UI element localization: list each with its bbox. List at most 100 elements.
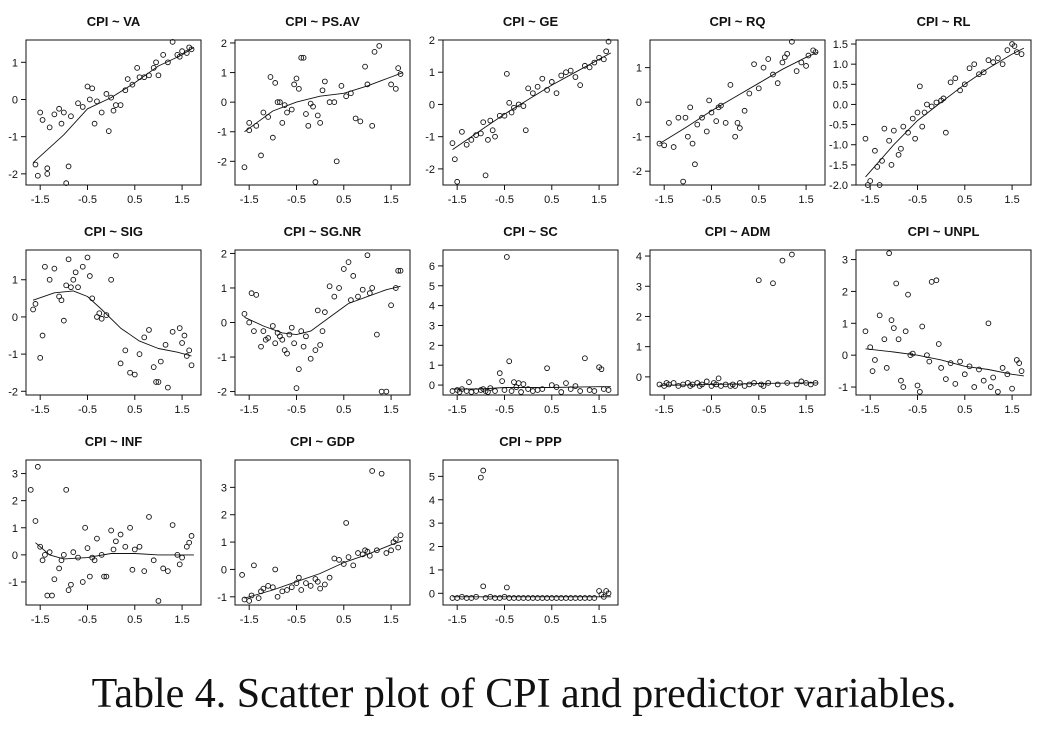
scatter-point bbox=[319, 87, 326, 94]
scatter-point bbox=[105, 128, 112, 134]
scatter-point bbox=[87, 573, 93, 580]
scatter-point bbox=[179, 554, 185, 561]
scatter-point bbox=[539, 386, 546, 392]
smooth-curve bbox=[865, 47, 1025, 178]
panel-title: CPI ~ VA bbox=[87, 14, 141, 29]
y-tick-label: 0 bbox=[429, 99, 435, 111]
scatter-point bbox=[803, 63, 809, 69]
scatter-point bbox=[181, 332, 188, 339]
scatter-point bbox=[985, 320, 992, 327]
scatter-point bbox=[670, 380, 677, 386]
scatter-point bbox=[186, 539, 193, 546]
scatter-point bbox=[374, 547, 380, 554]
x-tick-label: -1.5 bbox=[240, 404, 259, 416]
scatter-point bbox=[113, 252, 119, 259]
scatter-point bbox=[722, 120, 729, 126]
scatter-point bbox=[58, 297, 65, 304]
scatter-point bbox=[890, 325, 897, 331]
scatter-point bbox=[75, 100, 81, 107]
y-tick-label: 2 bbox=[221, 248, 227, 260]
scatter-point bbox=[376, 43, 383, 49]
scatter-point bbox=[774, 80, 781, 87]
scatter-point bbox=[331, 99, 338, 105]
scatter-point bbox=[284, 350, 290, 357]
scatter-point bbox=[37, 543, 44, 550]
scatter-point bbox=[296, 366, 302, 372]
scatter-point bbox=[395, 267, 402, 274]
scatter-point bbox=[253, 292, 260, 298]
scatter-point bbox=[504, 254, 510, 260]
scatter-point bbox=[32, 518, 39, 524]
scatter-point bbox=[255, 595, 262, 602]
scatter-point bbox=[867, 178, 874, 184]
scatter-panel: CPI ~ UNPL -1.5 -0.5 0.5 1.5 -1 0 1 2 3 bbox=[838, 224, 1032, 416]
smooth-curve bbox=[32, 290, 192, 357]
scatter-point bbox=[1004, 371, 1011, 378]
scatter-point bbox=[369, 285, 376, 291]
scatter-panel: CPI ~ PS.AV -1.5 -0.5 0.5 1.5 -2 -1 0 1 2 bbox=[217, 14, 411, 206]
scatter-point bbox=[103, 573, 110, 580]
y-tick-label: 6 bbox=[429, 261, 435, 273]
y-tick-label: 1.5 bbox=[833, 39, 848, 51]
x-tick-label: -1.5 bbox=[31, 614, 50, 626]
scatter-point bbox=[395, 65, 402, 71]
scatter-point bbox=[383, 550, 390, 556]
scatter-point bbox=[288, 324, 295, 331]
plot-frame bbox=[25, 39, 202, 186]
scatter-point bbox=[506, 595, 513, 601]
y-tick-label: -2 bbox=[217, 387, 227, 399]
scatter-point bbox=[928, 279, 935, 285]
plot-frame bbox=[855, 249, 1032, 396]
scatter-point bbox=[919, 323, 926, 330]
scatter-point bbox=[134, 65, 140, 71]
scatter-point bbox=[952, 75, 959, 82]
scatter-point bbox=[732, 383, 738, 389]
scatter-point bbox=[350, 562, 357, 569]
scatter-point bbox=[995, 388, 1001, 395]
scatter-point bbox=[79, 104, 86, 110]
y-tick-label: -2 bbox=[632, 166, 642, 178]
scatter-point bbox=[926, 358, 933, 365]
scatter-point bbox=[760, 64, 767, 71]
scatter-point bbox=[1013, 49, 1020, 55]
scatter-point bbox=[499, 378, 505, 384]
plot-frame bbox=[25, 459, 202, 606]
scatter-point bbox=[703, 128, 710, 135]
scatter-point bbox=[155, 379, 162, 385]
scatter-point bbox=[378, 470, 385, 477]
y-tick-label: -1 bbox=[8, 132, 18, 144]
y-tick-label: 4 bbox=[429, 495, 435, 507]
x-tick-label: 1.5 bbox=[174, 194, 189, 206]
scatter-point bbox=[715, 375, 722, 382]
x-tick-label: -1.5 bbox=[448, 614, 467, 626]
scatter-point bbox=[980, 69, 987, 76]
scatter-point bbox=[260, 328, 267, 334]
scatter-point bbox=[734, 120, 741, 126]
scatter-point bbox=[520, 381, 527, 387]
scatter-point bbox=[924, 352, 930, 359]
x-tick-label: 1.5 bbox=[1004, 194, 1019, 206]
scatter-point bbox=[39, 332, 46, 339]
scatter-point bbox=[30, 306, 36, 313]
scatter-point bbox=[272, 80, 279, 86]
scatter-point bbox=[961, 81, 968, 88]
scatter-point bbox=[122, 347, 129, 354]
scatter-point bbox=[558, 72, 565, 79]
scatter-point bbox=[534, 595, 541, 601]
scatter-point bbox=[303, 580, 309, 586]
scatter-point bbox=[46, 276, 53, 283]
scatter-point bbox=[520, 103, 527, 109]
scatter-point bbox=[933, 277, 940, 284]
scatter-point bbox=[511, 379, 517, 385]
x-tick-label: 0.5 bbox=[127, 614, 142, 626]
scatter-point bbox=[279, 588, 286, 595]
scatter-point bbox=[39, 557, 46, 564]
scatter-point bbox=[103, 312, 110, 318]
scatter-point bbox=[51, 111, 58, 118]
scatter-point bbox=[117, 531, 124, 538]
scatter-point bbox=[75, 554, 81, 561]
scatter-point bbox=[879, 157, 885, 164]
scatter-point bbox=[682, 114, 689, 121]
scatter-point bbox=[82, 524, 88, 531]
scatter-point bbox=[98, 315, 105, 322]
